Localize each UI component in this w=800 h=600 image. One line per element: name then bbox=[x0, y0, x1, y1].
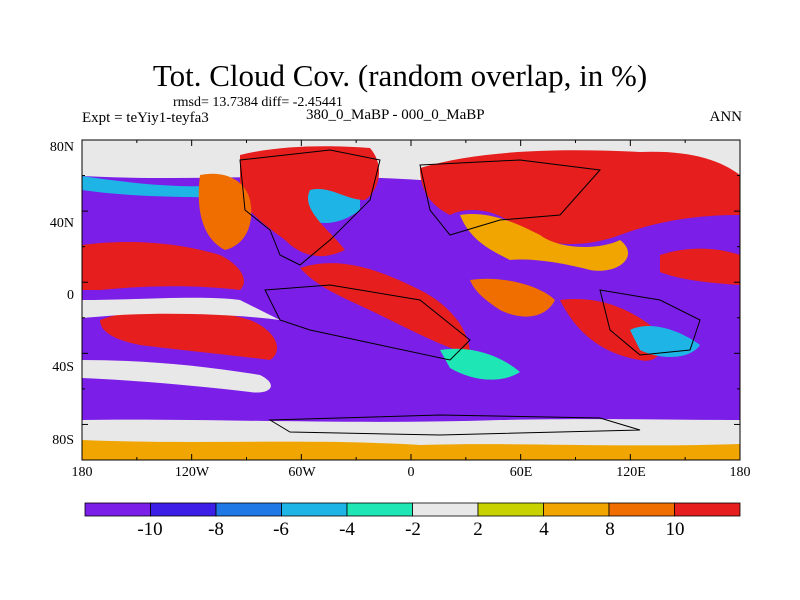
colorbar-swatch-3 bbox=[215, 502, 282, 517]
colorbar-swatch-7 bbox=[477, 502, 544, 517]
colorbar-swatch-5 bbox=[346, 502, 413, 517]
colorbar-swatch-8 bbox=[543, 502, 610, 517]
colorbar-swatch-1 bbox=[84, 502, 151, 517]
lon-tick-label-60e: 60E bbox=[509, 465, 533, 480]
colorbar-label-3: -6 bbox=[273, 519, 289, 540]
colorbar-label-2: -8 bbox=[208, 519, 224, 540]
colorbar-swatch-9 bbox=[608, 502, 675, 517]
colorbar-label-9: 10 bbox=[665, 519, 685, 540]
lon-tick-label-180e: 180 bbox=[729, 465, 751, 480]
lat-tick-label-80s: 80S bbox=[52, 433, 74, 448]
continent-outline-gondwana bbox=[264, 284, 471, 361]
map-title: Tot. Cloud Cov. (random overlap, in %) bbox=[152, 58, 648, 93]
lat-tick-label-80n: 80N bbox=[49, 140, 74, 155]
field-red-pacific-east bbox=[660, 248, 740, 285]
field-blue-australia bbox=[630, 325, 700, 357]
lat-tick-label-40s: 40S bbox=[52, 360, 74, 375]
colorbar-swatch-4 bbox=[281, 502, 348, 517]
field-red-pacific-north bbox=[82, 242, 244, 290]
field-red-north-america bbox=[240, 146, 380, 257]
colorbar-label-8: 8 bbox=[605, 519, 615, 540]
field-orange-eurasia bbox=[460, 214, 629, 271]
colorbar-label-6: 2 bbox=[473, 519, 483, 540]
experiment-label: Expt = teYiy1-teyfa3 bbox=[82, 110, 209, 126]
field-white-tropic bbox=[82, 297, 280, 320]
field-red-eurasia bbox=[420, 150, 740, 245]
season-label: ANN bbox=[709, 109, 743, 125]
colorbar-label-5: -2 bbox=[405, 519, 421, 540]
colorbar-swatch-2 bbox=[150, 502, 217, 517]
continent-outline-laurentia bbox=[239, 149, 381, 266]
colorbar-label-1: -10 bbox=[137, 519, 163, 540]
colorbar-swatch-6 bbox=[412, 502, 479, 517]
continent-outline-baltica bbox=[419, 159, 602, 236]
lon-tick-label-180w: 180 bbox=[71, 465, 93, 480]
colorbar bbox=[84, 502, 741, 517]
lon-tick-label-60w: 60W bbox=[288, 465, 316, 480]
lat-tick-label-0: 0 bbox=[67, 288, 74, 303]
colorbar-swatch-10 bbox=[674, 502, 741, 517]
field-orange-north-america bbox=[198, 173, 252, 250]
lon-tick-label-0: 0 bbox=[407, 465, 415, 480]
period-label: 380_0_MaBP - 000_0_MaBP bbox=[306, 107, 485, 123]
lon-tick-label-120w: 120W bbox=[174, 465, 210, 480]
field-cyan-south-africa bbox=[440, 348, 520, 380]
field-white-south bbox=[82, 360, 271, 393]
continent-outline-south-polar bbox=[268, 414, 641, 436]
map-ticks bbox=[81, 139, 741, 461]
lat-tick-label-40n: 40N bbox=[49, 216, 74, 231]
lon-tick-label-120e: 120E bbox=[616, 465, 646, 480]
stats-label: rmsd= 13.7384 diff= -2.45441 bbox=[173, 95, 343, 110]
colorbar-label-4: -4 bbox=[339, 519, 355, 540]
field-orange-antarctic bbox=[82, 440, 740, 460]
continent-outline-east bbox=[599, 289, 701, 356]
field-orange-africa bbox=[470, 278, 555, 317]
field-red-tropics bbox=[300, 263, 470, 355]
colorbar-label-7: 4 bbox=[539, 519, 549, 540]
field-red-pacific-south bbox=[100, 308, 278, 360]
map-field bbox=[82, 140, 740, 460]
